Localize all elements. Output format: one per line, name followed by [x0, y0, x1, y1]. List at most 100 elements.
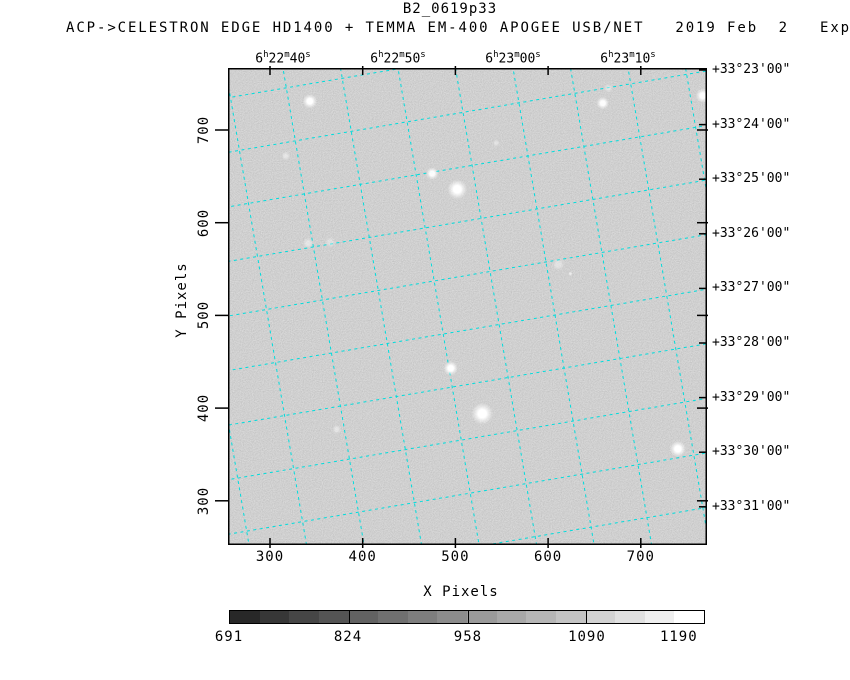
- ra-value: 23: [613, 51, 630, 67]
- colorbar-step: [585, 611, 616, 623]
- colorbar-value: 691: [214, 629, 244, 645]
- dec-label: +33°26'00": [712, 225, 791, 241]
- ra-unit: s: [535, 50, 541, 60]
- dec-grid-line: [228, 157, 707, 287]
- dec-label: +33°25'00": [712, 171, 791, 187]
- dec-label: +33°28'00": [712, 335, 791, 350]
- ra-grid-line: [827, 0, 850, 636]
- ra-value: 6: [600, 51, 609, 67]
- colorbar-step: [437, 611, 467, 623]
- star: [471, 402, 494, 425]
- star: [332, 424, 342, 434]
- ra-grid-line: [323, 68, 453, 545]
- x-tick-label: 300: [255, 549, 285, 565]
- colorbar-step: [555, 611, 586, 623]
- ra-unit: s: [305, 50, 311, 60]
- dec-label: +33°31'00": [712, 498, 791, 514]
- figure-subtitle: ACP->CELESTRON EDGE HD1400 + TEMMA EM-40…: [66, 20, 850, 36]
- ra-grid-line: [228, 68, 341, 545]
- colorbar-step: [348, 611, 379, 623]
- star-field-image: [215, 66, 708, 548]
- colorbar-tick: [348, 610, 350, 624]
- ra-value: 22: [268, 51, 285, 67]
- dec-label: +33°30'00": [712, 444, 791, 460]
- image-area: [159, 0, 850, 680]
- colorbar-value: 958: [453, 629, 483, 645]
- ra-unit: m: [514, 50, 520, 60]
- star: [492, 139, 500, 147]
- colorbar-step: [496, 611, 527, 623]
- ra-label: 6h22m50s: [370, 50, 425, 66]
- dec-grid-line: [159, 582, 850, 680]
- colorbar-tick: [467, 610, 469, 624]
- x-axis-title: X Pixels: [423, 584, 499, 600]
- star: [695, 88, 707, 103]
- dec-label: +33°24'00": [712, 116, 791, 132]
- ra-label: 6h22m40s: [255, 50, 310, 66]
- figure-title: B2_0619p33: [402, 1, 498, 17]
- colorbar-step: [407, 611, 438, 623]
- ra-unit: s: [650, 50, 656, 60]
- ra-grid-line: [547, 68, 676, 545]
- colorbar: [229, 610, 705, 624]
- stars-layer: [281, 83, 707, 457]
- dec-grid-line: [228, 68, 707, 180]
- colorbar-value: 824: [333, 629, 363, 645]
- y-tick-label: 500: [196, 301, 212, 330]
- y-tick-label: 400: [196, 393, 212, 423]
- star: [302, 94, 318, 109]
- colorbar-step: [259, 611, 290, 623]
- star: [425, 167, 439, 180]
- ra-grid-line: [491, 68, 620, 545]
- dec-grid-line: [228, 263, 707, 393]
- star: [324, 236, 336, 248]
- colorbar-gradient: [230, 611, 704, 623]
- colorbar-value: 1090: [568, 629, 606, 645]
- ra-unit: m: [629, 50, 635, 60]
- star: [568, 271, 573, 276]
- image-plot: [215, 66, 708, 548]
- ra-value: 6: [255, 51, 264, 67]
- x-tick-label: 600: [533, 549, 563, 565]
- noise-texture: [228, 68, 707, 545]
- y-axis-title: Y Pixels: [174, 262, 190, 338]
- dec-grid-line: [228, 528, 707, 545]
- ra-unit: h: [608, 50, 614, 60]
- ra-grid-line: [435, 68, 564, 545]
- ra-unit: h: [493, 50, 499, 60]
- dec-grid-line: [228, 475, 707, 545]
- y-tick-label: 600: [196, 208, 212, 237]
- ra-grid-line: [603, 68, 707, 545]
- star: [669, 440, 686, 457]
- ra-value: 00: [519, 51, 536, 67]
- star: [443, 361, 458, 376]
- x-tick-label: 700: [626, 549, 655, 565]
- star: [281, 151, 291, 161]
- dec-label: +33°23'00": [712, 62, 791, 77]
- ra-value: 23: [498, 51, 515, 67]
- star: [447, 179, 468, 200]
- colorbar-step: [318, 611, 349, 623]
- colorbar-step: [615, 611, 645, 623]
- x-tick-label: 500: [441, 549, 470, 565]
- colorbar-tick: [586, 610, 588, 624]
- y-tick-label: 700: [196, 115, 212, 145]
- dec-label: +33°27'00": [712, 280, 791, 296]
- ra-value: 40: [289, 51, 306, 67]
- colorbar-step: [526, 611, 556, 623]
- x-tick-label: 400: [348, 549, 377, 565]
- y-tick-label: 300: [196, 486, 212, 515]
- star: [302, 237, 314, 249]
- colorbar-value: 1190: [659, 629, 698, 645]
- ra-label: 6h23m10s: [600, 50, 655, 66]
- star: [603, 83, 613, 93]
- ra-unit: h: [378, 50, 384, 60]
- ra-unit: m: [399, 50, 405, 60]
- colorbar-step: [230, 611, 260, 623]
- dec-grid-line: [228, 369, 707, 499]
- ra-label: 6h23m00s: [485, 50, 540, 66]
- colorbar-step: [644, 611, 675, 623]
- ra-unit: m: [284, 50, 290, 60]
- ra-value: 50: [404, 51, 421, 67]
- ra-unit: h: [263, 50, 269, 60]
